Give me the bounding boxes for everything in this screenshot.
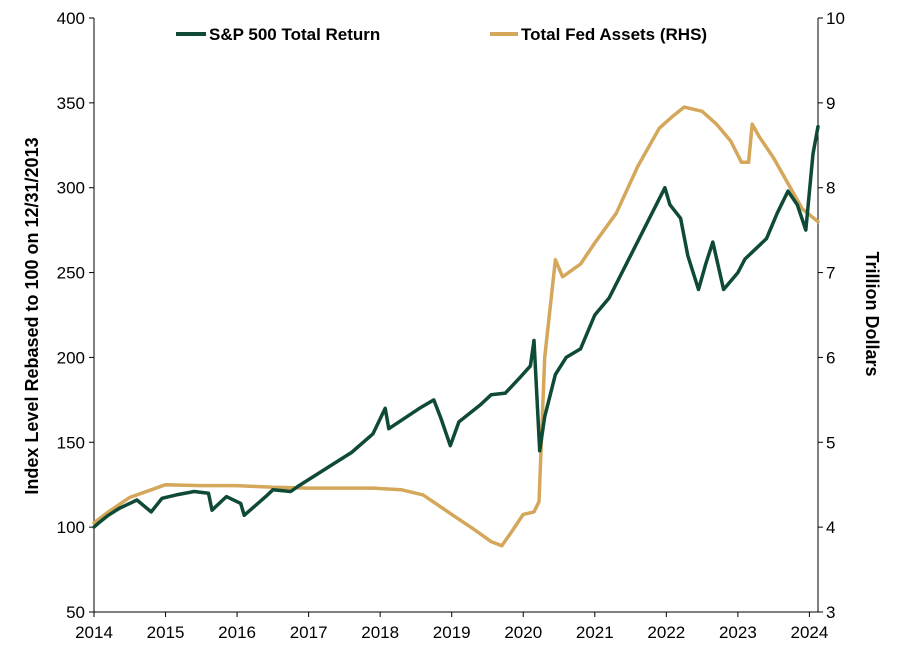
- x-tick-label: 2019: [433, 623, 471, 642]
- x-tick-label: 2015: [147, 623, 185, 642]
- y-tick-label: 200: [57, 348, 85, 367]
- y2-tick-label: 6: [826, 348, 835, 367]
- axes-group: [89, 17, 823, 617]
- y2-axis-title: Trillion Dollars: [862, 251, 882, 376]
- x-tick-label: 2014: [75, 623, 113, 642]
- y2-tick-label: 4: [826, 518, 835, 537]
- y-tick-label: 100: [57, 518, 85, 537]
- series-layer: [92, 105, 820, 548]
- legend-label-sp500: S&P 500 Total Return: [209, 25, 380, 44]
- x-tick-label: 2018: [361, 623, 399, 642]
- x-tick-label: 2024: [791, 623, 829, 642]
- y2-tick-label: 7: [826, 264, 835, 283]
- y-tick-label: 400: [57, 9, 85, 28]
- legend: S&P 500 Total Return Total Fed Assets (R…: [176, 25, 707, 44]
- legend-label-fed-assets: Total Fed Assets (RHS): [521, 25, 707, 44]
- x-tick-label: 2021: [576, 623, 614, 642]
- y-tick-label: 250: [57, 264, 85, 283]
- y-axis-title: Index Level Rebased to 100 on 12/31/2013: [22, 137, 42, 494]
- y2-tick-label: 9: [826, 94, 835, 113]
- y2-tick-label: 3: [826, 603, 835, 622]
- y2-tick-label: 5: [826, 433, 835, 452]
- y-tick-label: 300: [57, 179, 85, 198]
- y2-tick-label: 10: [826, 9, 845, 28]
- y2-tick-label: 8: [826, 179, 835, 198]
- x-tick-label: 2023: [719, 623, 757, 642]
- y-tick-label: 50: [66, 603, 85, 622]
- x-tick-label: 2022: [647, 623, 685, 642]
- x-tick-label: 2016: [218, 623, 256, 642]
- x-tick-label: 2017: [290, 623, 328, 642]
- x-tick-label: 2020: [504, 623, 542, 642]
- series-line-sp500: [92, 124, 820, 529]
- y-tick-label: 350: [57, 94, 85, 113]
- y-tick-label: 150: [57, 433, 85, 452]
- tick-labels-layer: 50 100 150 200 250 300 350 400 3 4 5 6 7 8 9 10 2014 2015…: [57, 9, 845, 642]
